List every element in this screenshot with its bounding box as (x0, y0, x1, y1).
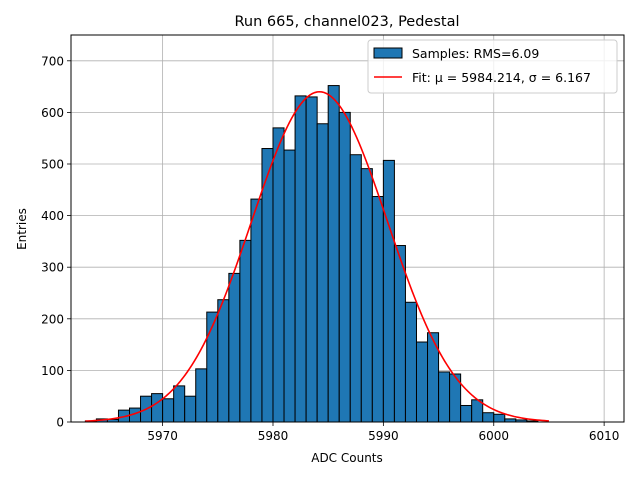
histogram-bar (371, 196, 384, 423)
histogram-bar (393, 245, 406, 423)
histogram-bar (338, 111, 351, 423)
histogram-bar (239, 239, 252, 423)
histogram-bar (272, 127, 285, 423)
histogram-bar (250, 198, 263, 423)
histogram-bar (316, 123, 329, 423)
x-tick-label: 5980 (258, 429, 289, 443)
y-tick-label: 100 (41, 364, 64, 378)
y-axis-label: Entries (15, 208, 29, 250)
histogram-bar (217, 299, 230, 423)
chart-title: Run 665, channel023, Pedestal (234, 14, 459, 30)
histogram-bar (206, 311, 219, 423)
histogram-bar (151, 393, 164, 423)
y-tick-label: 400 (41, 209, 64, 223)
histogram-bar (305, 96, 318, 423)
plot-area-frame (70, 34, 625, 423)
y-tick-label: 300 (41, 261, 64, 275)
histogram-bar (360, 168, 373, 423)
histogram-bar (349, 154, 362, 423)
histogram-bar (327, 85, 340, 423)
fit-curve (85, 90, 549, 422)
histogram-bar (415, 341, 429, 423)
histogram-bar (283, 149, 296, 423)
histogram-bar (261, 148, 274, 423)
y-tick-label: 700 (41, 54, 64, 68)
y-tick-label: 200 (41, 312, 64, 326)
x-tick-label: 5970 (147, 429, 178, 443)
y-tick-label: 0 (56, 416, 64, 430)
legend-swatch-samples (373, 47, 403, 59)
legend-box (367, 39, 618, 94)
x-tick-label: 6000 (478, 429, 509, 443)
histogram-bar (382, 159, 395, 423)
x-tick-label: 6010 (589, 429, 620, 443)
histogram-bar (404, 301, 417, 423)
histogram-bar (184, 395, 197, 423)
histogram-bar (493, 413, 506, 423)
histogram-bar (482, 412, 495, 423)
histogram-bar (162, 398, 175, 423)
histogram-bar (228, 272, 241, 423)
histogram-bar (438, 371, 451, 423)
histogram-bars (84, 85, 539, 423)
y-tick-label: 500 (41, 158, 64, 172)
y-tick-label: 600 (41, 106, 64, 120)
legend-label-fit: Fit: μ = 5984.214, σ = 6.167 (412, 70, 591, 85)
legend: Samples: RMS=6.09 Fit: μ = 5984.214, σ =… (367, 39, 618, 94)
x-tick-label: 5990 (368, 429, 399, 443)
histogram-bar (294, 95, 307, 423)
y-axis-ticks: 0 100 200 300 400 500 600 700 (41, 54, 71, 430)
histogram-bar (460, 404, 473, 423)
x-axis-ticks: 5970 5980 5990 6000 6010 (147, 422, 619, 443)
x-axis-label: ADC Counts (311, 451, 383, 465)
histogram-bar (195, 368, 208, 423)
legend-label-samples: Samples: RMS=6.09 (412, 46, 539, 61)
histogram-bar (173, 385, 186, 423)
